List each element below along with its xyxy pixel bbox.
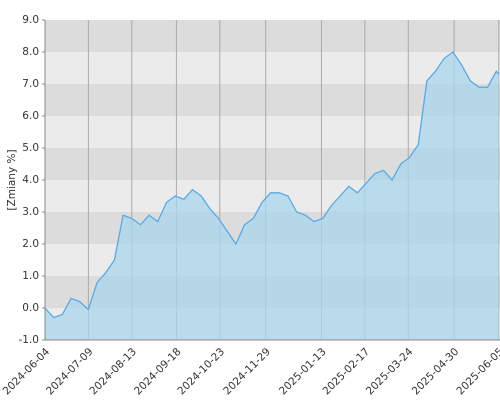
y-tick-label: 1.0 [22,270,39,282]
grid-band [45,52,500,84]
y-tick-label: 2.0 [22,238,39,250]
x-tick-label: 2025-03-24 [364,346,416,398]
line [44,51,500,319]
y-tick-label: 9.0 [22,14,39,26]
x-tick-label: 2024-11-29 [221,346,273,398]
x-tick-label: 2025-04-30 [410,346,462,398]
y-tick-label: 6.0 [22,110,39,122]
y-tick-label: -1.0 [19,334,40,346]
x-tick-label: 2024-10-23 [175,346,227,398]
y-tick-label: 0.0 [22,302,39,314]
area [45,52,499,340]
y-tick-label: 4.0 [22,174,39,186]
y-axis-label: [Zmiany %] [6,149,18,210]
y-tick-label: 3.0 [22,206,39,218]
y-tick-label: 5.0 [22,142,39,154]
grid-band [45,20,500,52]
x-tick-label: 2024-08-13 [87,346,139,398]
y-tick-label: 8.0 [22,46,39,58]
y-tick-label: 7.0 [22,78,39,90]
x-tick-label: 2025-06-05 [454,346,500,398]
